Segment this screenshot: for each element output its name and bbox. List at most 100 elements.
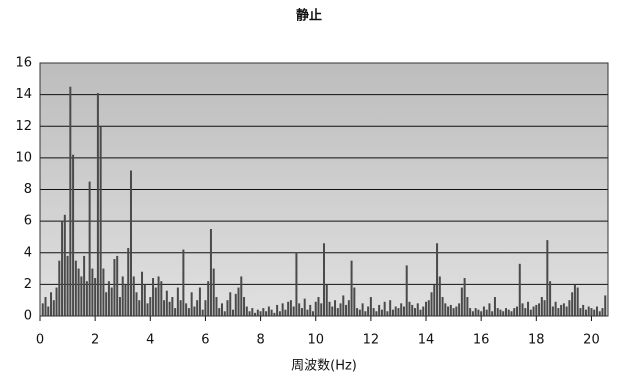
bar (436, 243, 439, 316)
y-tick-label: 12 (15, 119, 32, 134)
bar (66, 255, 69, 316)
bar (565, 306, 568, 316)
bar (102, 268, 105, 316)
x-tick-label: 16 (473, 333, 490, 348)
bar (433, 284, 436, 316)
bar (295, 252, 298, 316)
y-tick-label: 0 (24, 309, 32, 324)
bar (416, 303, 419, 316)
bar (204, 300, 207, 316)
bar (259, 311, 262, 316)
bar (83, 255, 86, 316)
bar (527, 301, 530, 316)
bar (540, 297, 543, 316)
bar (361, 303, 364, 316)
bar (116, 255, 119, 316)
bar (372, 308, 375, 316)
bar (141, 271, 144, 316)
bar (447, 306, 450, 316)
bar (378, 304, 381, 316)
bar (265, 311, 268, 316)
bar (604, 295, 607, 316)
bar (55, 287, 58, 316)
bar (402, 306, 405, 316)
bar (220, 303, 223, 316)
bar (562, 303, 565, 316)
x-tick-label: 12 (363, 333, 380, 348)
bar (345, 304, 348, 316)
bar (72, 154, 75, 316)
bar (61, 221, 64, 316)
bar (507, 309, 510, 316)
bar (234, 293, 237, 316)
bar (480, 311, 483, 316)
bar (273, 312, 276, 316)
bar (521, 303, 524, 316)
plot-border (39, 62, 609, 317)
bar (215, 297, 218, 316)
bar (334, 300, 337, 316)
bar (422, 306, 425, 316)
bar (353, 287, 356, 316)
bar (254, 312, 257, 316)
bar (427, 300, 430, 316)
bar (482, 306, 485, 316)
bar (394, 306, 397, 316)
bar (444, 303, 447, 316)
bar (267, 306, 270, 316)
bar (110, 287, 113, 316)
bar (587, 306, 590, 316)
bar (568, 300, 571, 316)
bar (331, 306, 334, 316)
bar (121, 276, 124, 316)
bar (485, 309, 488, 316)
bar (232, 309, 235, 316)
y-tick-label: 4 (24, 245, 32, 260)
bar (207, 281, 210, 316)
bar (176, 287, 179, 316)
bar (91, 268, 94, 316)
bar (590, 308, 593, 316)
bar (460, 287, 463, 316)
bar (248, 311, 251, 316)
bar (47, 306, 50, 316)
bar (229, 292, 232, 316)
bar (350, 260, 353, 316)
y-tick-label: 16 (15, 56, 32, 71)
bar (598, 311, 601, 316)
bar (491, 311, 494, 316)
bar (165, 290, 168, 316)
bar (118, 297, 121, 316)
bar (397, 308, 400, 316)
x-tick-label: 8 (256, 333, 264, 348)
bar (160, 281, 163, 316)
y-tick-label: 2 (24, 277, 32, 292)
bar (163, 300, 166, 316)
bar (174, 308, 177, 316)
bar (571, 292, 574, 316)
bar (243, 297, 246, 316)
bar (466, 297, 469, 316)
bar (152, 278, 155, 316)
bar (287, 301, 290, 316)
bar (441, 297, 444, 316)
x-tick-label: 0 (36, 333, 44, 348)
bar (276, 304, 279, 316)
bar (223, 311, 226, 316)
bar (168, 301, 171, 316)
bar (212, 268, 215, 316)
bar (317, 297, 320, 316)
bar (270, 309, 273, 316)
bar (529, 309, 532, 316)
bar (347, 300, 350, 316)
bar (449, 304, 452, 316)
bar (408, 301, 411, 316)
bar (518, 263, 521, 316)
bar (187, 308, 190, 316)
bar (419, 309, 422, 316)
bar (375, 311, 378, 316)
bar (256, 309, 259, 316)
bar (499, 309, 502, 316)
bar (80, 276, 83, 316)
bar (63, 214, 66, 316)
